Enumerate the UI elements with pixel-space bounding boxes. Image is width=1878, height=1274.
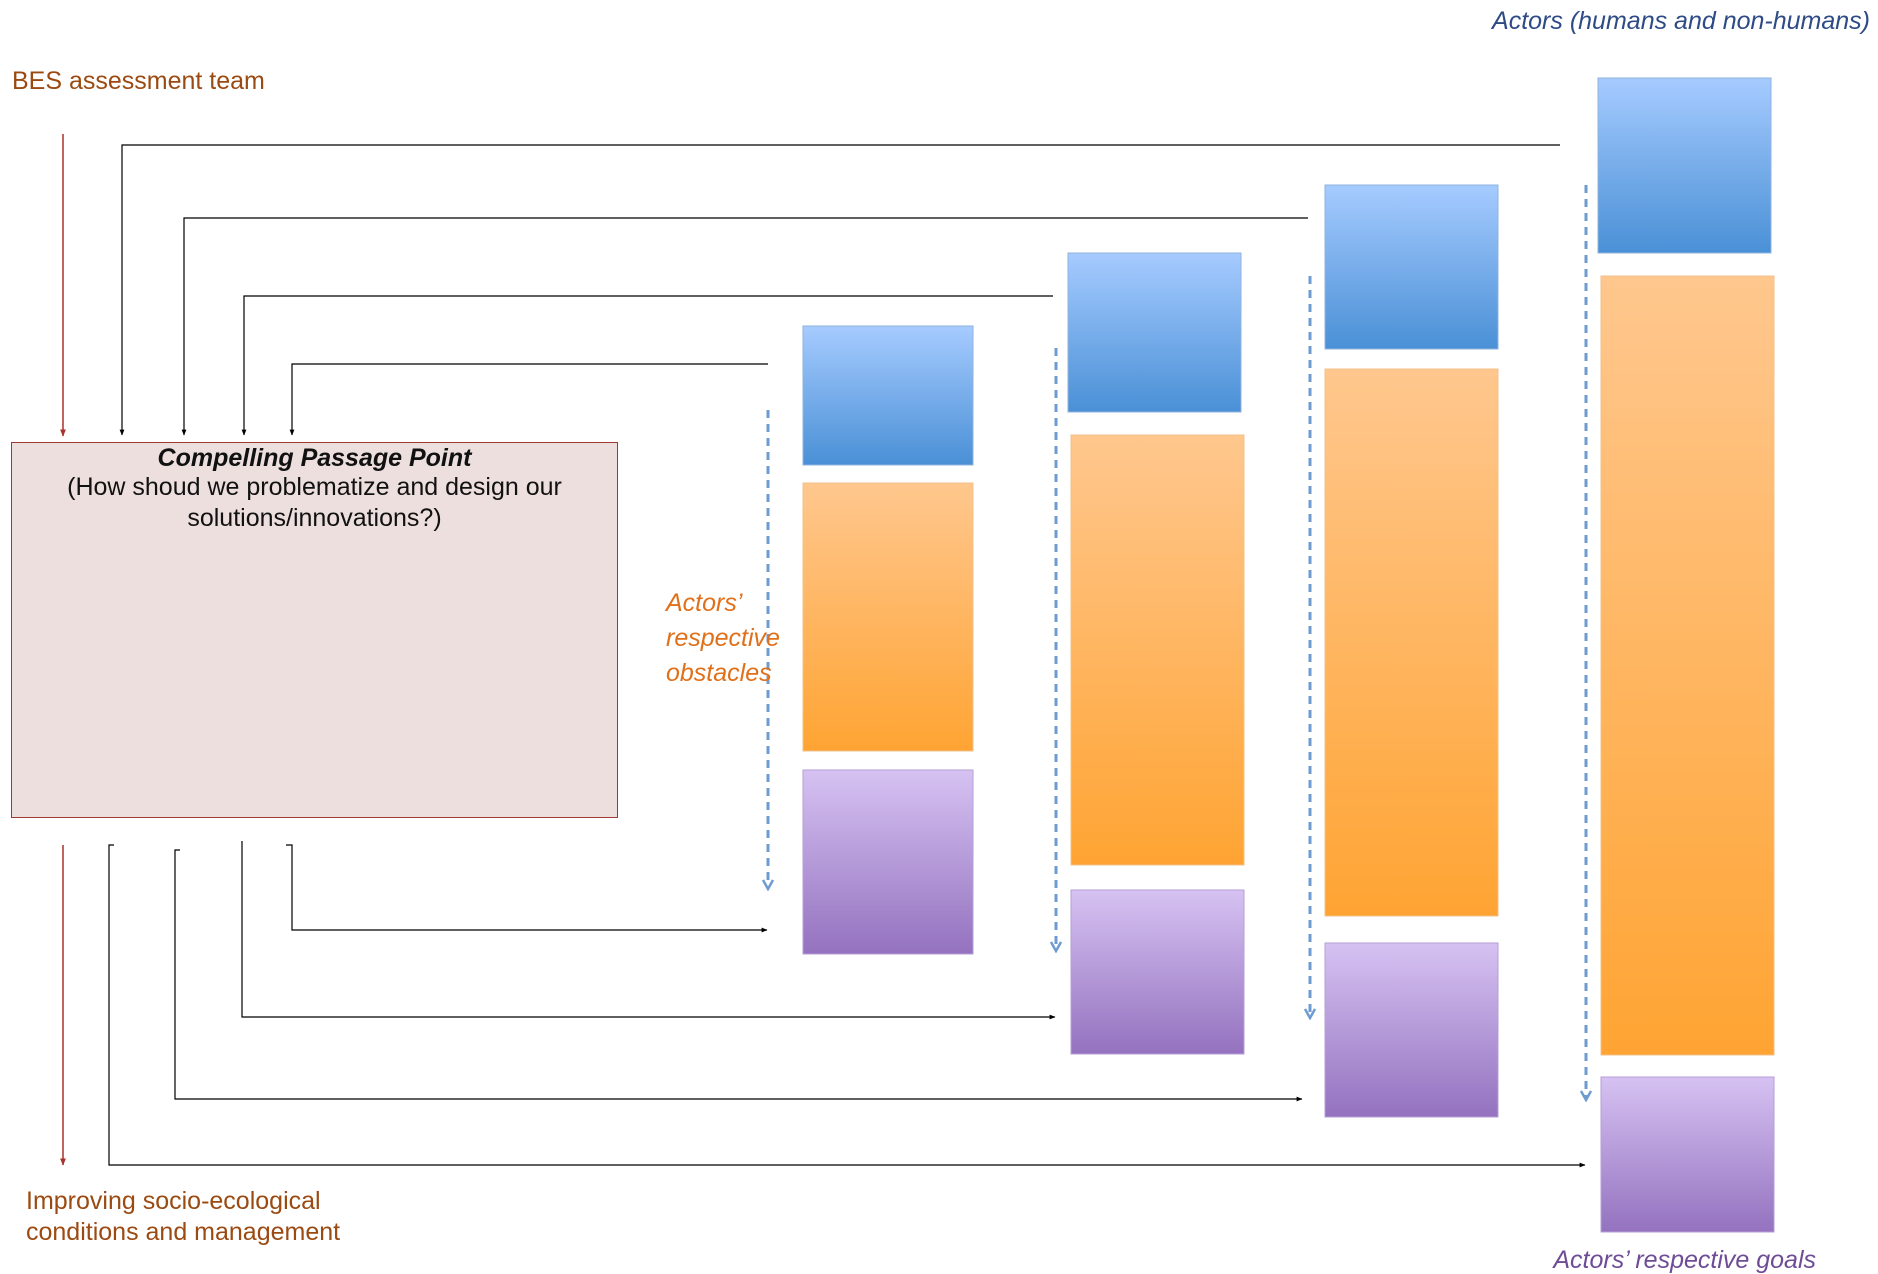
cpp-title: Compelling Passage Point xyxy=(157,444,472,472)
connector-cpp-to-goal-2 xyxy=(241,841,1056,1020)
compelling-passage-point-box xyxy=(11,442,618,818)
goal-box-1 xyxy=(802,769,974,955)
team-label: BES assessment team xyxy=(12,67,265,95)
goal-box-2 xyxy=(1070,889,1245,1055)
improvement-label: Improving socio-ecological conditions an… xyxy=(26,1186,340,1249)
obstacles-label: Actors’ respective obstacles xyxy=(666,586,780,691)
obstacles-label-line-2: respective xyxy=(666,624,780,652)
cpp-question: (How shoud we problematize and design ou… xyxy=(67,473,562,533)
connector-actor-2-to-cpp xyxy=(241,295,1053,436)
obstacle-box-4 xyxy=(1600,275,1775,1056)
obstacles-label-line-1: Actors’ xyxy=(666,589,743,617)
connector-actor-4-to-cpp xyxy=(119,144,1560,436)
goals-label: Actors’ respective goals xyxy=(1553,1246,1816,1274)
improvement-label-line-1: Improving socio-ecological xyxy=(26,1187,321,1215)
connector-actor-3-to-cpp xyxy=(181,217,1308,436)
connector-actor-1-to-cpp xyxy=(289,363,768,436)
actor-box-1 xyxy=(802,325,974,466)
obstacle-box-3 xyxy=(1324,368,1499,917)
connector-cpp-to-goal-1 xyxy=(286,844,768,933)
obstacle-box-1 xyxy=(802,482,974,752)
goal-box-3 xyxy=(1324,942,1499,1118)
actor-box-4 xyxy=(1597,77,1772,254)
obstacles-label-line-3: obstacles xyxy=(666,659,772,687)
connector-cpp-to-goal-3 xyxy=(174,849,1303,1102)
goal-box-4 xyxy=(1600,1076,1775,1233)
actor-box-3 xyxy=(1324,184,1499,350)
actors-label: Actors (humans and non-humans) xyxy=(1492,7,1870,35)
connector-cpp-to-goal-4 xyxy=(108,844,1586,1168)
obstacle-box-2 xyxy=(1070,434,1245,866)
actor-box-2 xyxy=(1067,252,1242,413)
improvement-label-line-2: conditions and management xyxy=(26,1218,341,1247)
